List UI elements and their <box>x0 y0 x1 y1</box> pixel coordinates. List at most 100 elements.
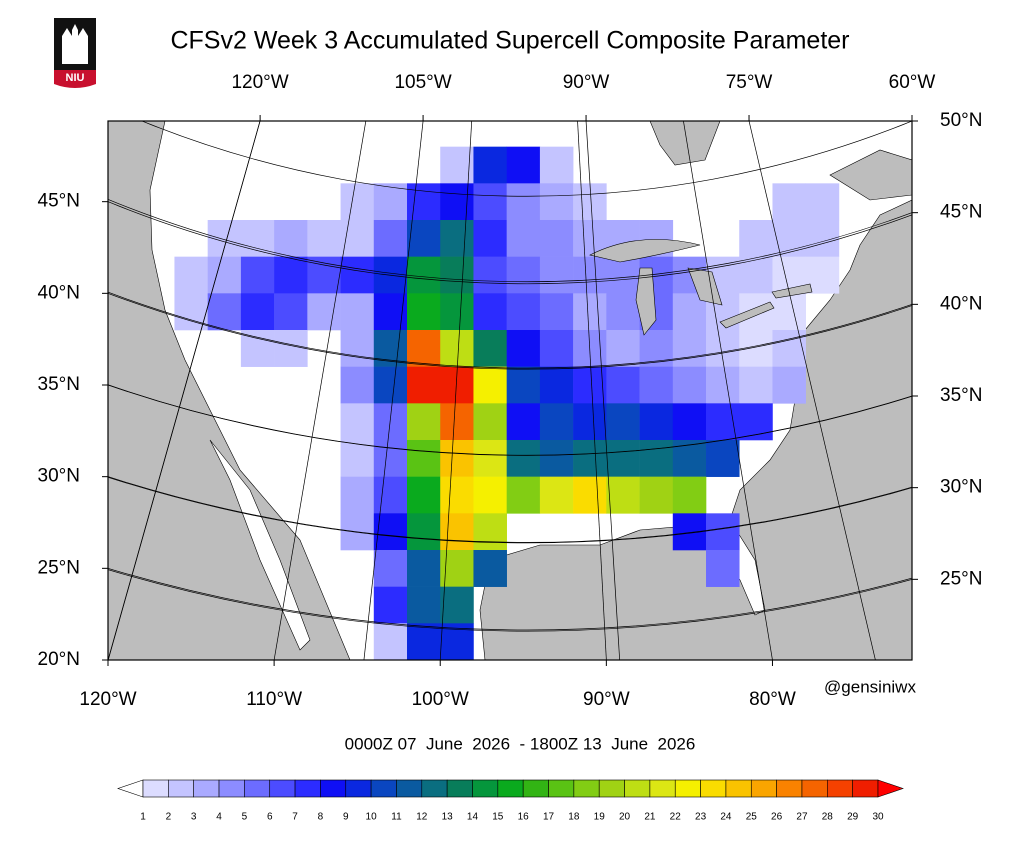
colorbar-box <box>320 779 347 798</box>
scp-cell <box>274 293 308 331</box>
colorbar-box <box>598 779 625 798</box>
colorbar-box <box>294 779 321 798</box>
scp-cell <box>772 183 806 221</box>
scp-cell <box>672 440 707 477</box>
scp-cell <box>506 293 541 331</box>
scp-cell <box>207 293 242 331</box>
scp-cell <box>407 586 441 624</box>
scp-cell <box>373 403 408 441</box>
y-tick-label: 25°N <box>38 557 80 578</box>
colorbar-box <box>269 779 296 798</box>
scp-cell <box>407 256 441 294</box>
colorbar-box <box>801 779 828 798</box>
scp-cell <box>407 330 441 367</box>
colorbar-box <box>421 779 448 798</box>
scp-cell <box>539 403 574 441</box>
colorbar-box <box>700 779 727 798</box>
scp-cell <box>440 220 474 257</box>
scp-cell <box>672 366 707 404</box>
scp-cell <box>639 476 674 514</box>
scp-cell <box>706 330 740 367</box>
scp-cell <box>473 513 507 551</box>
colorbar-box <box>168 779 194 798</box>
colorbar-label: 15 <box>492 812 504 823</box>
scp-cell <box>440 476 474 514</box>
colorbar-label: 9 <box>343 812 349 823</box>
colorbar-box <box>573 779 600 798</box>
colorbar: 1 2 3 4 5 6 7 8 9 10 11 12 13 14 15 16 17 18 19 20 21 22 23 24 2… <box>117 779 904 823</box>
x2-tick-label: 75°W <box>726 72 773 93</box>
colorbar-low <box>117 779 144 798</box>
scp-cell <box>274 330 308 367</box>
lake-ontario <box>771 283 813 299</box>
scp-cell <box>440 183 474 221</box>
scp-cell <box>340 366 375 404</box>
scp-cell <box>373 513 408 551</box>
scp-cell <box>573 403 607 441</box>
colorbar-box <box>497 779 524 798</box>
scp-cell <box>573 366 607 404</box>
scp-cell <box>772 330 806 367</box>
colorbar-label: 7 <box>292 812 298 823</box>
chart-title: CFSv2 Week 3 Accumulated Supercell Compo… <box>170 27 849 55</box>
colorbar-box <box>218 779 245 798</box>
scp-cell <box>639 366 674 404</box>
scp-cell <box>373 220 408 257</box>
scp-cell <box>373 550 408 587</box>
x2-tick-label: 105°W <box>394 72 451 93</box>
scp-cell <box>407 403 441 441</box>
scp-cell <box>340 256 375 294</box>
scp-cell <box>639 440 674 477</box>
scp-cell <box>539 183 574 221</box>
colorbar-label: 27 <box>796 812 808 823</box>
meridian <box>748 121 876 660</box>
scp-cell <box>473 440 507 477</box>
scp-cell <box>240 330 275 367</box>
colorbar-label: 14 <box>467 812 479 823</box>
scp-cell <box>739 330 773 367</box>
water-bodies <box>589 121 912 336</box>
colorbar-label: 1 <box>140 812 146 823</box>
colorbar-label: 3 <box>191 812 197 823</box>
scp-cell <box>407 183 441 221</box>
colorbar-box <box>244 779 271 798</box>
scp-cell <box>606 403 640 441</box>
scp-cell <box>539 256 574 294</box>
x2-tick-label: 60°W <box>889 72 936 93</box>
scp-cell <box>473 183 507 221</box>
colorbar-label: 22 <box>670 812 682 823</box>
meridian <box>363 121 424 660</box>
scp-cell <box>706 550 740 587</box>
scp-cell <box>440 586 474 624</box>
scp-cell <box>373 183 408 221</box>
scp-cell <box>606 366 640 404</box>
x-tick-label: 80°W <box>749 689 796 710</box>
colorbar-box <box>852 779 879 798</box>
colorbar-box <box>472 779 499 798</box>
y-tick-label: 20°N <box>38 649 80 670</box>
colorbar-label: 28 <box>822 812 834 823</box>
scp-cell <box>274 256 308 294</box>
scp-cell <box>307 256 341 294</box>
logo: NIU <box>54 18 96 88</box>
colorbar-label: 25 <box>746 812 758 823</box>
y-tick-label: 35°N <box>38 374 80 395</box>
scp-cell <box>606 440 640 477</box>
colorbar-box <box>674 779 701 798</box>
colorbar-label: 4 <box>216 812 222 823</box>
scp-cell <box>539 366 574 404</box>
scp-cell <box>307 220 341 257</box>
gulf-of-st-lawrence <box>829 149 912 201</box>
scp-cell <box>772 366 806 404</box>
scp-cell <box>506 183 541 221</box>
logo-text: NIU <box>66 72 85 84</box>
scp-cell <box>539 293 574 331</box>
scp-cell <box>706 440 740 477</box>
colorbar-label: 5 <box>242 812 248 823</box>
lake-michigan <box>635 267 657 336</box>
scp-cell <box>373 476 408 514</box>
scp-cell <box>506 440 541 477</box>
scp-cell <box>407 623 441 660</box>
scp-cell <box>672 330 707 367</box>
scp-cell <box>539 146 574 184</box>
